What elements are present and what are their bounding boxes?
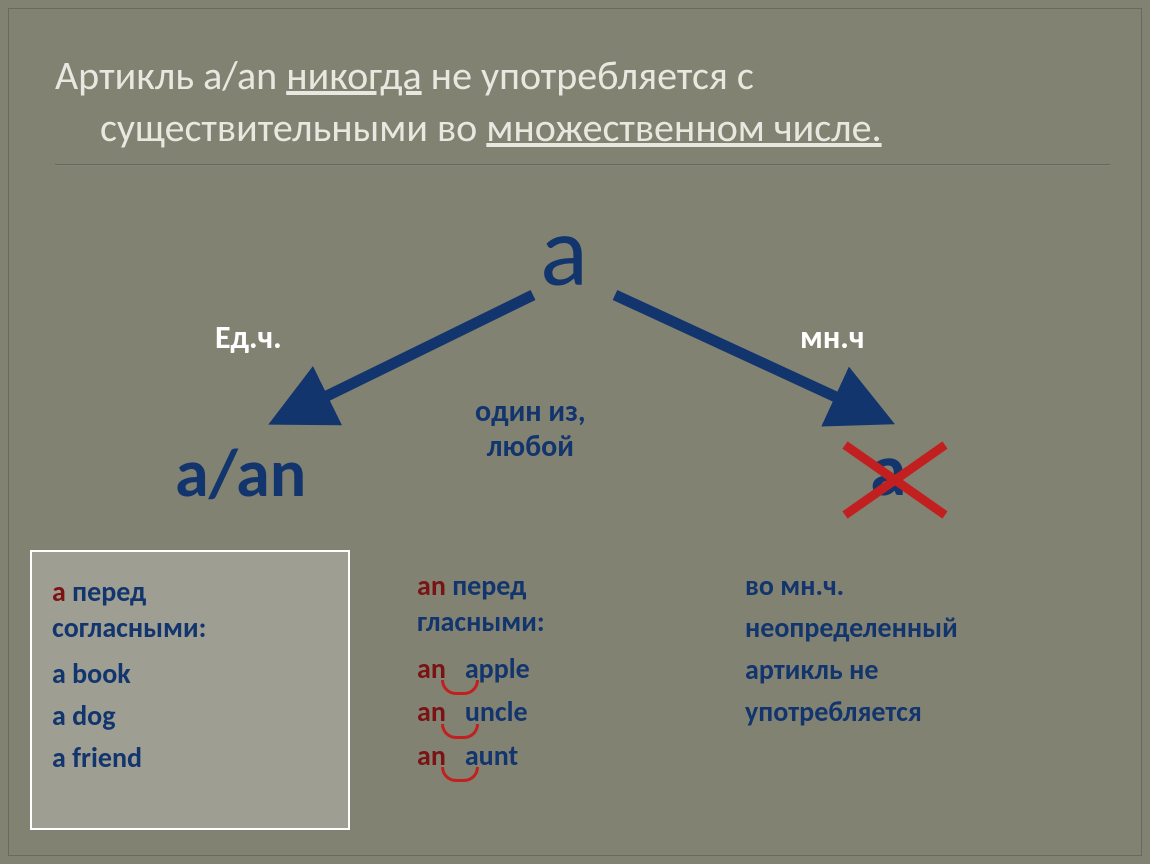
title-block: Артикль a/an никогда не употребляется с … bbox=[55, 50, 1110, 166]
title-underlined-1: никогда bbox=[286, 51, 421, 100]
example-a-3: a friend bbox=[52, 737, 328, 779]
plural-label: мн.ч bbox=[800, 318, 864, 357]
example-an-3: an aunt bbox=[417, 734, 545, 777]
center-meaning: один из, любой bbox=[475, 395, 586, 464]
mn-line4: употребляется bbox=[745, 691, 1090, 733]
center-line2: любой bbox=[487, 428, 574, 465]
mn-line1: во мн.ч. bbox=[745, 565, 1090, 607]
column-plural-note: во мн.ч. неопределенный артикль не употр… bbox=[745, 565, 1090, 733]
box-a-examples: a book a dog a friend bbox=[52, 653, 328, 779]
column-an-vowels: an перед гласными: an apple an uncle an … bbox=[417, 568, 545, 777]
box-a-consonants: a перед согласными: a book a dog a frien… bbox=[30, 550, 350, 830]
title-divider bbox=[55, 164, 1110, 166]
box-a-line1: перед bbox=[72, 574, 146, 609]
title-suffix: не употребляется с bbox=[422, 51, 754, 100]
title-mid bbox=[277, 51, 286, 100]
title-prefix: Артикль bbox=[55, 51, 203, 100]
example-a-2: a dog bbox=[52, 695, 328, 737]
example-a-1: a book bbox=[52, 653, 328, 695]
col-an-line2: гласными: bbox=[417, 604, 545, 639]
title-article: a/an bbox=[203, 51, 277, 100]
col-an-examples: an apple an uncle an aunt bbox=[417, 647, 545, 777]
crossed-a-letter: a bbox=[870, 425, 907, 515]
example-an-1: an apple bbox=[417, 647, 545, 690]
box-a-title: a перед согласными: bbox=[52, 574, 328, 647]
mn-line2: неопределенный bbox=[745, 607, 1090, 649]
example-an-2: an uncle bbox=[417, 690, 545, 733]
title-underlined-2: множественном числе. bbox=[486, 103, 881, 152]
col-an-line1: перед bbox=[452, 568, 526, 603]
big-letter-a: a bbox=[540, 190, 588, 312]
a-an-result: a/an bbox=[175, 432, 306, 515]
col-an-red: an bbox=[417, 568, 452, 603]
box-a-line2: согласными: bbox=[52, 610, 206, 645]
box-a-red: a bbox=[52, 574, 72, 609]
title-line2: существительными во множественном числе. bbox=[100, 102, 1110, 154]
title-line1: Артикль a/an никогда не употребляется с bbox=[55, 50, 1110, 102]
col-an-title: an перед гласными: bbox=[417, 568, 545, 641]
title-line2-prefix: существительными во bbox=[100, 103, 486, 152]
center-line1: один из, bbox=[475, 393, 586, 430]
singular-label: Ед.ч. bbox=[215, 318, 282, 357]
mn-line3: артикль не bbox=[745, 649, 1090, 691]
